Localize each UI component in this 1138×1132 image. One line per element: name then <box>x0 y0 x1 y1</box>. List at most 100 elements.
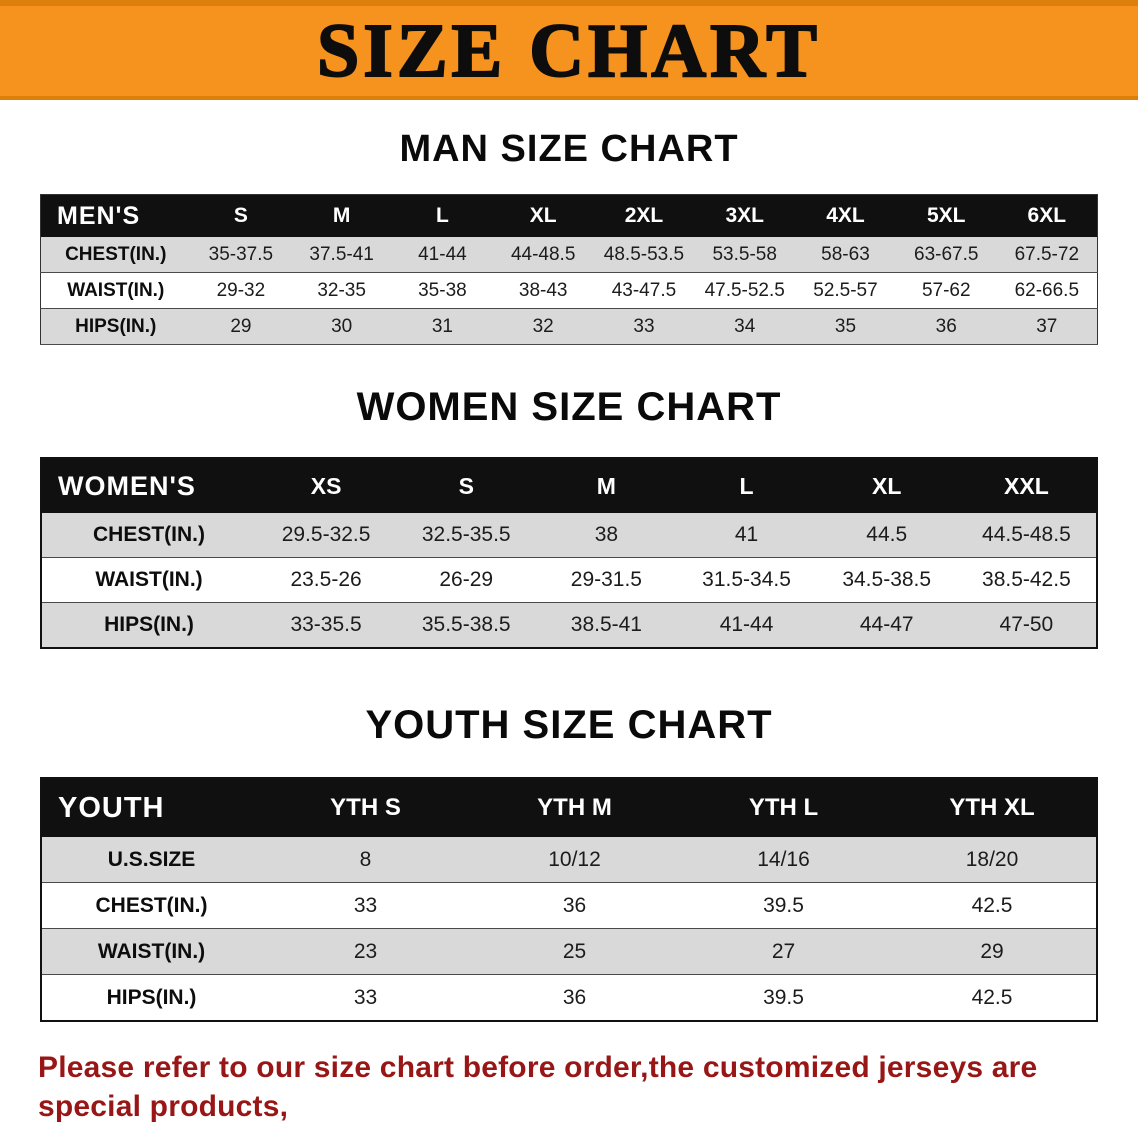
youth-size-table: YOUTH YTH S YTH M YTH L YTH XL U.S.SIZE … <box>40 777 1098 1022</box>
women-size-table: WOMEN'S XS S M L XL XXL CHEST(IN.) 29.5-… <box>40 457 1098 649</box>
size-cell: 58-63 <box>821 243 870 265</box>
men-corner-label: MEN'S <box>40 194 191 237</box>
column-header: S <box>396 458 537 513</box>
column-header: 6XL <box>996 194 1098 237</box>
column-header: 4XL <box>795 194 896 237</box>
size-cell: 44.5 <box>866 523 908 546</box>
women-hips-row: HIPS(IN.) 33-35.5 35.5-38.5 38.5-41 41-4… <box>41 602 1097 648</box>
size-cell: 44.5-48.5 <box>982 523 1071 546</box>
row-label: HIPS(IN.) <box>75 315 157 337</box>
size-cell: 25 <box>562 939 587 963</box>
men-waist-row: WAIST(IN.) 29-32 32-35 35-38 38-43 43-47… <box>40 272 1098 309</box>
youth-waist-row: WAIST(IN.) 23 25 27 29 <box>41 928 1097 975</box>
size-cell: 52.5-57 <box>813 279 878 301</box>
column-header: L <box>676 458 817 513</box>
size-cell: 37.5-41 <box>309 243 374 265</box>
size-cell: 32.5-35.5 <box>421 523 511 546</box>
size-cell: 35 <box>834 315 857 337</box>
column-header: YTH XL <box>888 778 1097 837</box>
footer-note: Please refer to our size chart before or… <box>38 1048 1108 1132</box>
size-cell: 10/12 <box>548 847 601 871</box>
size-cell: 29-32 <box>216 279 266 301</box>
youth-hips-row: HIPS(IN.) 33 36 39.5 42.5 <box>41 974 1097 1021</box>
size-cell: 31 <box>431 315 453 337</box>
row-label: CHEST(IN.) <box>65 243 167 265</box>
size-cell: 47-50 <box>999 613 1054 636</box>
size-cell: 42.5 <box>971 985 1013 1009</box>
men-header-row: MEN'S S M L XL 2XL 3XL 4XL 5XL 6XL <box>40 194 1098 237</box>
size-cell: 41-44 <box>418 243 467 265</box>
column-header: 3XL <box>694 194 796 237</box>
size-cell: 38-43 <box>518 279 568 301</box>
size-cell: 26-29 <box>439 568 494 591</box>
size-cell: 39.5 <box>763 985 804 1009</box>
women-corner-label: WOMEN'S <box>41 458 256 513</box>
men-section-heading: MAN SIZE CHART <box>399 128 739 170</box>
size-cell: 27 <box>771 939 796 963</box>
size-cell: 35.5-38.5 <box>421 613 511 636</box>
size-cell: 67.5-72 <box>1014 243 1080 265</box>
size-cell: 41-44 <box>719 613 774 636</box>
size-cell: 29-31.5 <box>570 568 642 591</box>
size-cell: 62-66.5 <box>1014 279 1080 301</box>
size-cell: 14/16 <box>757 847 810 871</box>
size-cell: 30 <box>331 315 353 337</box>
women-waist-row: WAIST(IN.) 23.5-26 26-29 29-31.5 31.5-34… <box>41 557 1097 603</box>
size-cell: 8 <box>359 847 372 871</box>
size-cell: 53.5-58 <box>712 243 777 265</box>
size-cell: 31.5-34.5 <box>702 568 791 591</box>
footer-note-line2: we don't accept cancel, change, teturn o… <box>38 1126 1108 1132</box>
size-cell: 44-47 <box>859 613 914 636</box>
size-cell: 34.5-38.5 <box>842 568 932 591</box>
women-section-heading: WOMEN SIZE CHART <box>356 385 782 429</box>
size-cell: 33-35.5 <box>290 613 362 636</box>
column-header: 2XL <box>593 194 695 237</box>
column-header: XXL <box>956 458 1097 513</box>
size-cell: 42.5 <box>971 893 1013 917</box>
size-cell: 38 <box>594 523 619 546</box>
row-label: HIPS(IN.) <box>104 613 194 636</box>
size-cell: 29.5-32.5 <box>281 523 371 546</box>
size-cell: 36 <box>562 985 587 1009</box>
size-cell: 23 <box>353 939 378 963</box>
size-cell: 39.5 <box>763 893 804 917</box>
size-cell: 48.5-53.5 <box>603 243 685 265</box>
size-cell: 32-35 <box>317 279 366 301</box>
row-label: WAIST(IN.) <box>95 568 203 591</box>
size-cell: 47.5-52.5 <box>704 279 785 301</box>
row-label: WAIST(IN.) <box>97 939 206 963</box>
size-cell: 23.5-26 <box>290 568 362 591</box>
men-size-table: MEN'S S M L XL 2XL 3XL 4XL 5XL 6XL CHEST… <box>40 194 1098 345</box>
column-header: XL <box>492 194 594 237</box>
column-header: XL <box>816 458 957 513</box>
youth-corner-label: YOUTH <box>41 778 261 837</box>
size-cell: 29 <box>980 939 1004 963</box>
row-label: HIPS(IN.) <box>106 985 197 1009</box>
size-cell: 36 <box>562 893 587 917</box>
size-cell: 38.5-42.5 <box>982 568 1071 591</box>
column-header: S <box>190 194 292 237</box>
men-hips-row: HIPS(IN.) 29 30 31 32 33 34 35 36 37 <box>40 308 1098 345</box>
column-header: YTH S <box>261 778 470 837</box>
youth-chest-row: CHEST(IN.) 33 36 39.5 42.5 <box>41 882 1097 929</box>
size-chart-banner: SIZE CHART <box>0 0 1138 100</box>
men-chest-row: CHEST(IN.) 35-37.5 37.5-41 41-44 44-48.5… <box>40 237 1098 273</box>
size-cell: 36 <box>935 315 957 337</box>
women-chest-row: CHEST(IN.) 29.5-32.5 32.5-35.5 38 41 44.… <box>41 513 1097 558</box>
size-cell: 43-47.5 <box>611 279 677 301</box>
column-header: L <box>392 194 493 237</box>
size-cell: 33 <box>633 315 655 337</box>
banner-title: SIZE CHART <box>316 9 821 93</box>
size-cell: 57-62 <box>921 279 971 301</box>
size-cell: 63-67.5 <box>914 243 979 265</box>
size-cell: 18/20 <box>965 847 1019 871</box>
size-cell: 32 <box>532 315 554 337</box>
row-label: U.S.SIZE <box>107 847 196 871</box>
row-label: CHEST(IN.) <box>95 893 208 917</box>
column-header: YTH L <box>679 778 888 837</box>
size-cell: 38.5-41 <box>570 613 642 636</box>
row-label: WAIST(IN.) <box>67 279 165 301</box>
size-cell: 41 <box>734 523 759 546</box>
women-header-row: WOMEN'S XS S M L XL XXL <box>41 458 1097 513</box>
column-header: M <box>291 194 393 237</box>
